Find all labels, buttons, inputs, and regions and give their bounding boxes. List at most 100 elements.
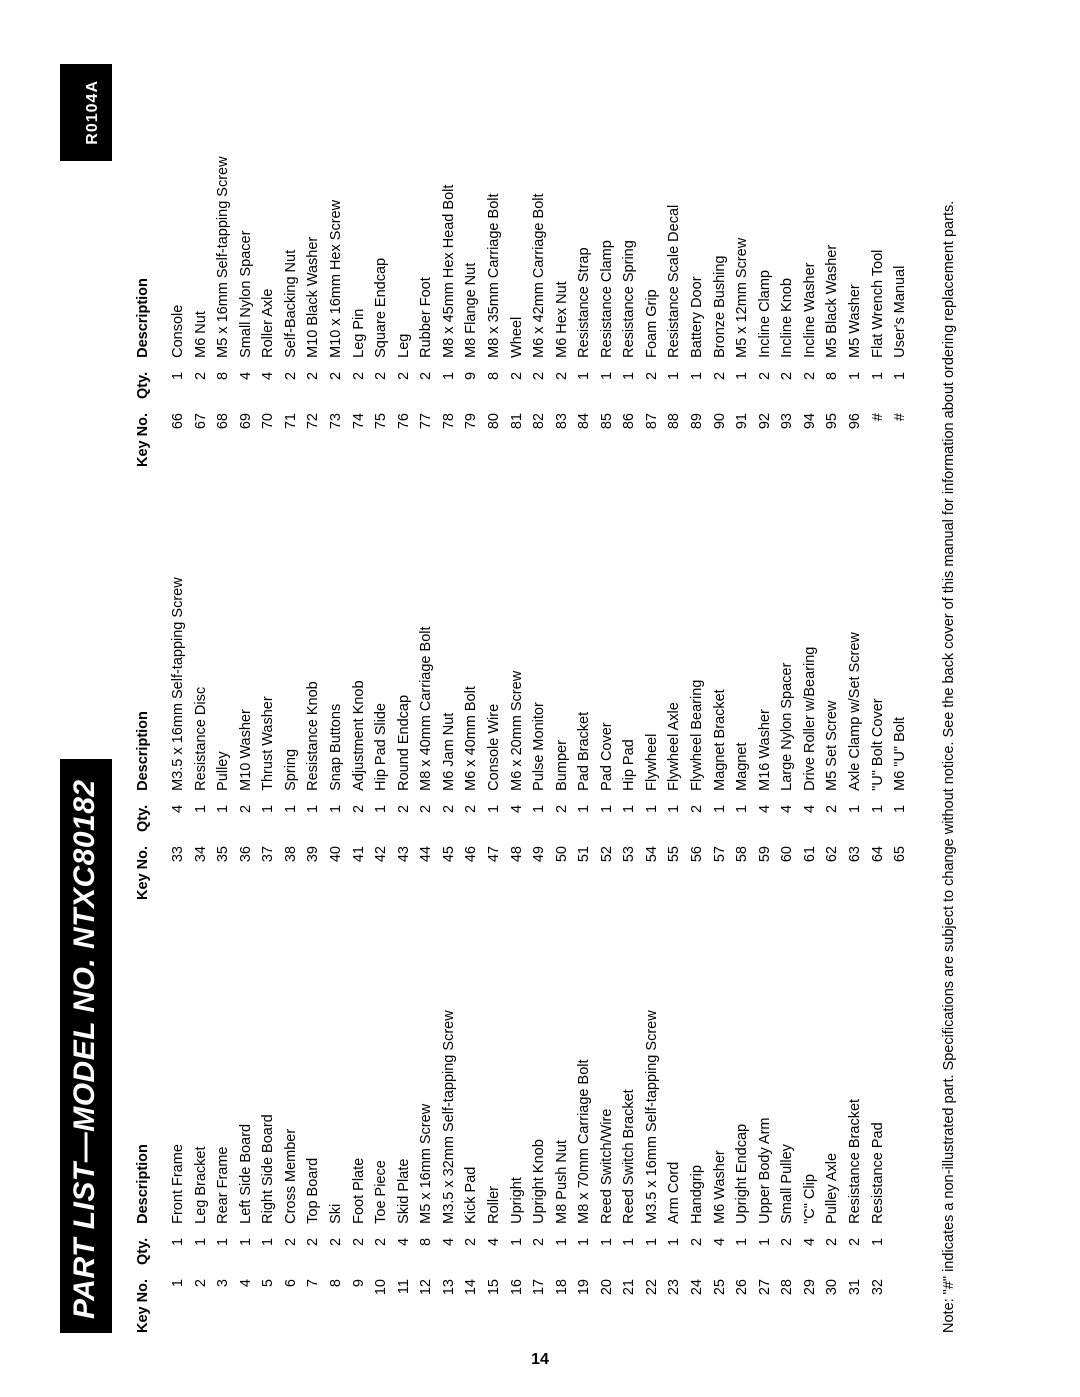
cell-key: 5 [258,1265,281,1333]
title-bar: PART LIST—MODEL NO. NTXC80182 R0104A [60,64,112,1333]
cell-desc: M10 x 16mm Hex Screw [326,64,349,358]
cell-qty: 2 [348,1224,371,1265]
table-row: 154Roller [483,930,506,1333]
cell-qty: 1 [326,791,349,832]
cell-key: 42 [371,832,394,900]
cell-key: 16 [506,1265,529,1333]
cell-qty: 2 [529,1224,552,1265]
table-row: 851Resistance Clamp [596,64,619,467]
cell-desc: M16 Washer [754,497,777,791]
cell-qty: 1 [619,1224,642,1265]
table-row: 221M3.5 x 16mm Self-tapping Screw [641,930,664,1333]
table-row: 114Skid Plate [393,930,416,1333]
cell-key: 93 [777,399,800,467]
cell-key: 2 [190,1265,213,1333]
table-row: 752Square Endcap [371,64,394,467]
cell-desc: Leg [393,64,416,358]
cell-qty: 2 [687,791,710,832]
table-row: 762Leg [393,64,416,467]
table-row: 704Roller Axle [258,64,281,467]
cell-key: 66 [168,399,191,467]
cell-desc: Resistance Pad [867,930,890,1224]
cell-qty: 1 [890,791,913,832]
cell-key: 17 [529,1265,552,1333]
cell-desc: M5 Washer [844,64,867,358]
table-row: 21Leg Bracket [190,930,213,1333]
cell-key: 49 [529,832,552,900]
cell-key: 39 [303,832,326,900]
cell-key: 55 [664,832,687,900]
cell-desc: Resistance Disc [190,497,213,791]
cell-desc: Flywheel Axle [664,497,687,791]
cell-desc: Rubber Foot [416,64,439,358]
cell-key: 56 [687,832,710,900]
table-row: 694Small Nylon Spacer [235,64,258,467]
cell-key: 1 [168,1265,191,1333]
cell-key: 74 [348,399,371,467]
cell-qty: 1 [641,791,664,832]
table-row: 651M6 "U" Bolt [890,497,913,900]
cell-qty: 1 [371,791,394,832]
cell-key: 68 [213,399,236,467]
cell-qty: 4 [235,358,258,399]
col-header-qty: Qty. [130,791,168,832]
cell-desc: Incline Knob [777,64,800,358]
cell-qty: 2 [529,358,552,399]
cell-qty: 2 [393,358,416,399]
col-header-qty: Qty. [130,1224,168,1265]
cell-key: 36 [235,832,258,900]
cell-key: 45 [438,832,461,900]
table-row: 341Resistance Disc [190,497,213,900]
cell-desc: Leg Bracket [190,930,213,1224]
table-row: 412Adjustment Knob [348,497,371,900]
table-row: 742Leg Pin [348,64,371,467]
col-header-desc: Description [130,497,168,791]
table-row: 594M16 Washer [754,497,777,900]
cell-key: 47 [483,832,506,900]
cell-desc: Incline Clamp [754,64,777,358]
title-revision-code: R0104A [60,64,112,161]
cell-desc: "U" Bolt Cover [867,497,890,791]
cell-desc: Drive Roller w/Bearing [799,497,822,791]
cell-key: 20 [596,1265,619,1333]
cell-qty: 1 [664,358,687,399]
cell-qty: 1 [280,791,303,832]
cell-key: 85 [596,399,619,467]
cell-qty: 4 [483,1224,506,1265]
table-row: 581Magnet [732,497,755,900]
table-row: 881Resistance Scale Decal [664,64,687,467]
cell-key: 46 [461,832,484,900]
table-row: 511Pad Bracket [574,497,597,900]
table-row: #1User's Manual [890,64,913,467]
table-row: 932Incline Knob [777,64,800,467]
table-row: 442M8 x 40mm Carriage Bolt [416,497,439,900]
parts-tbody-1: 11Front Frame21Leg Bracket31Rear Frame41… [168,930,890,1333]
col-header-qty: Qty. [130,358,168,399]
cell-desc: Magnet [732,497,755,791]
cell-qty: 4 [799,791,822,832]
cell-qty: 1 [483,791,506,832]
cell-key: 59 [754,832,777,900]
cell-qty: 1 [529,791,552,832]
cell-desc: Front Frame [168,930,191,1224]
table-row: 294"C" Clip [799,930,822,1333]
table-row: 491Pulse Monitor [529,497,552,900]
cell-desc: M6 Nut [190,64,213,358]
table-row: 661Console [168,64,191,467]
cell-qty: 2 [303,358,326,399]
cell-qty: 2 [551,358,574,399]
cell-desc: Square Endcap [371,64,394,358]
cell-key: 81 [506,399,529,467]
cell-key: 83 [551,399,574,467]
table-row: 391Resistance Knob [303,497,326,900]
cell-key: 89 [687,399,710,467]
cell-key: 23 [664,1265,687,1333]
cell-key: 84 [574,399,597,467]
cell-qty: 1 [168,358,191,399]
cell-qty: 2 [822,1224,845,1265]
cell-desc: Pad Cover [596,497,619,791]
cell-desc: Resistance Strap [574,64,597,358]
cell-qty: 2 [190,358,213,399]
cell-key: 88 [664,399,687,467]
cell-qty: 2 [551,791,574,832]
